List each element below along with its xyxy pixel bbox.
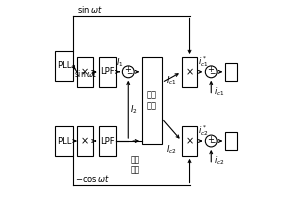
Bar [55, 51, 73, 81]
Text: $I_{c2}$: $I_{c2}$ [166, 143, 177, 156]
Bar [225, 63, 237, 81]
Text: LPF: LPF [100, 137, 115, 146]
Text: $i_{c2}$: $i_{c2}$ [214, 155, 225, 167]
Text: ×: × [81, 136, 89, 146]
Text: −: − [209, 69, 215, 78]
Text: −: − [126, 69, 132, 78]
Bar [142, 57, 162, 144]
Text: +: + [124, 65, 131, 74]
Bar [225, 132, 237, 150]
Text: $\sin\omega t$: $\sin\omega t$ [74, 68, 98, 79]
Text: −: − [209, 138, 215, 147]
Bar [182, 57, 197, 87]
Text: 判断
计算: 判断 计算 [147, 91, 157, 110]
Text: $i_{c1}^*$: $i_{c1}^*$ [198, 54, 209, 69]
Text: ×: × [81, 67, 89, 77]
Bar [55, 126, 73, 156]
Text: $-\cos\omega t$: $-\cos\omega t$ [75, 173, 110, 184]
Text: ×: × [185, 136, 194, 146]
Text: $i_{c1}$: $i_{c1}$ [214, 85, 225, 98]
Text: +: + [207, 135, 214, 144]
Text: +: + [207, 65, 214, 74]
Bar [99, 57, 116, 87]
Bar [182, 126, 197, 156]
Text: $I_1$: $I_1$ [116, 56, 123, 69]
Text: 光伏
指令: 光伏 指令 [130, 157, 140, 174]
Text: ×: × [185, 67, 194, 77]
Text: $\sin\omega t$: $\sin\omega t$ [77, 4, 103, 15]
Bar [99, 126, 116, 156]
Text: $I_2$: $I_2$ [130, 103, 138, 116]
Text: PLL: PLL [57, 137, 71, 146]
Text: $i_{c2}^*$: $i_{c2}^*$ [198, 123, 209, 138]
Bar [77, 126, 93, 156]
Text: LPF: LPF [100, 67, 115, 76]
Text: PLL: PLL [57, 61, 71, 70]
Text: $I_{c1}$: $I_{c1}$ [166, 74, 177, 87]
Bar [77, 57, 93, 87]
